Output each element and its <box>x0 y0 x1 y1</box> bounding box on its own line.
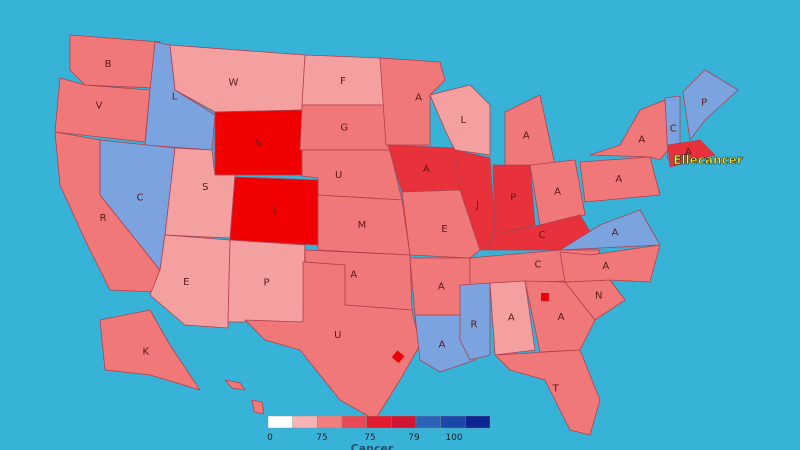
state-label: A <box>439 339 446 350</box>
caption: Cancer <box>351 442 394 450</box>
state-label: P <box>701 97 707 108</box>
legend-label: 100 <box>445 433 462 443</box>
state-label: U <box>335 170 342 181</box>
legend-swatch <box>292 415 318 429</box>
state-label: C <box>670 124 677 135</box>
state-label: A <box>438 282 445 293</box>
state <box>492 164 536 235</box>
state-label: A <box>508 312 515 323</box>
state <box>99 309 201 391</box>
state-label: G <box>340 123 348 134</box>
state-label: L <box>461 115 467 126</box>
state <box>529 159 586 226</box>
state-label: A <box>685 147 692 158</box>
state-label: T <box>552 384 560 395</box>
state <box>682 69 739 141</box>
state-label: A <box>615 174 622 185</box>
state-label: C <box>539 230 546 241</box>
legend-swatch <box>341 415 367 429</box>
hawaii-shape <box>251 399 265 415</box>
state <box>69 34 161 89</box>
state <box>667 139 716 168</box>
callout: Ellecancer <box>673 153 743 167</box>
state-label: A <box>423 164 430 175</box>
legend-swatch <box>465 415 491 429</box>
state-label: B <box>105 59 112 70</box>
state-label: V <box>96 100 103 111</box>
state-label: F <box>340 76 346 87</box>
legend-label: 75 <box>316 433 327 443</box>
state-label: A <box>415 93 422 104</box>
legend: 0 75 75 79 100 <box>267 415 491 443</box>
legend-label: 79 <box>408 433 420 443</box>
state <box>494 349 601 436</box>
state-label: S <box>255 138 261 149</box>
state <box>504 94 556 171</box>
marker <box>391 350 405 364</box>
state-label: A <box>523 131 530 142</box>
marker <box>541 293 549 301</box>
state <box>579 156 661 203</box>
state-label: R <box>471 320 478 331</box>
state-label: A <box>558 312 565 323</box>
states: B V L W S F G U R C S L E P M A U A A E A A L J A P A C C R A A T N A A A A C P… <box>54 34 739 436</box>
state-label: K <box>143 347 150 358</box>
state-label: M <box>358 220 367 231</box>
state-label: A <box>350 270 357 281</box>
state-label: U <box>334 330 341 341</box>
state-label: A <box>554 186 561 197</box>
state-label: A <box>602 261 609 272</box>
hawaii-shape <box>224 379 246 391</box>
state-label: A <box>638 135 645 146</box>
state <box>54 77 151 143</box>
legend-swatch <box>267 415 293 429</box>
state-label: P <box>510 192 516 203</box>
legend-label: 75 <box>364 433 375 443</box>
state-label: C <box>535 260 542 271</box>
state-label: R <box>100 213 107 224</box>
state <box>559 209 661 251</box>
state <box>401 189 481 259</box>
state-label: W <box>228 77 238 88</box>
state-label: N <box>595 291 602 302</box>
state <box>429 84 491 156</box>
legend-swatch <box>391 415 417 429</box>
state-label: J <box>475 200 479 211</box>
state-label: E <box>441 224 447 235</box>
state-label: L <box>272 206 278 217</box>
legend-swatch <box>366 415 392 429</box>
legend-swatch <box>317 415 343 429</box>
state <box>459 282 491 361</box>
legend-swatch <box>415 415 441 429</box>
state <box>489 280 536 356</box>
state-label: S <box>202 182 208 193</box>
state-label: E <box>183 277 189 288</box>
legend-label: 0 <box>267 433 273 443</box>
state-label: C <box>137 193 144 204</box>
legend-swatch <box>440 415 466 429</box>
state-label: A <box>612 228 619 239</box>
state-label: L <box>172 92 178 103</box>
state-label: P <box>263 277 269 288</box>
state <box>589 99 669 161</box>
